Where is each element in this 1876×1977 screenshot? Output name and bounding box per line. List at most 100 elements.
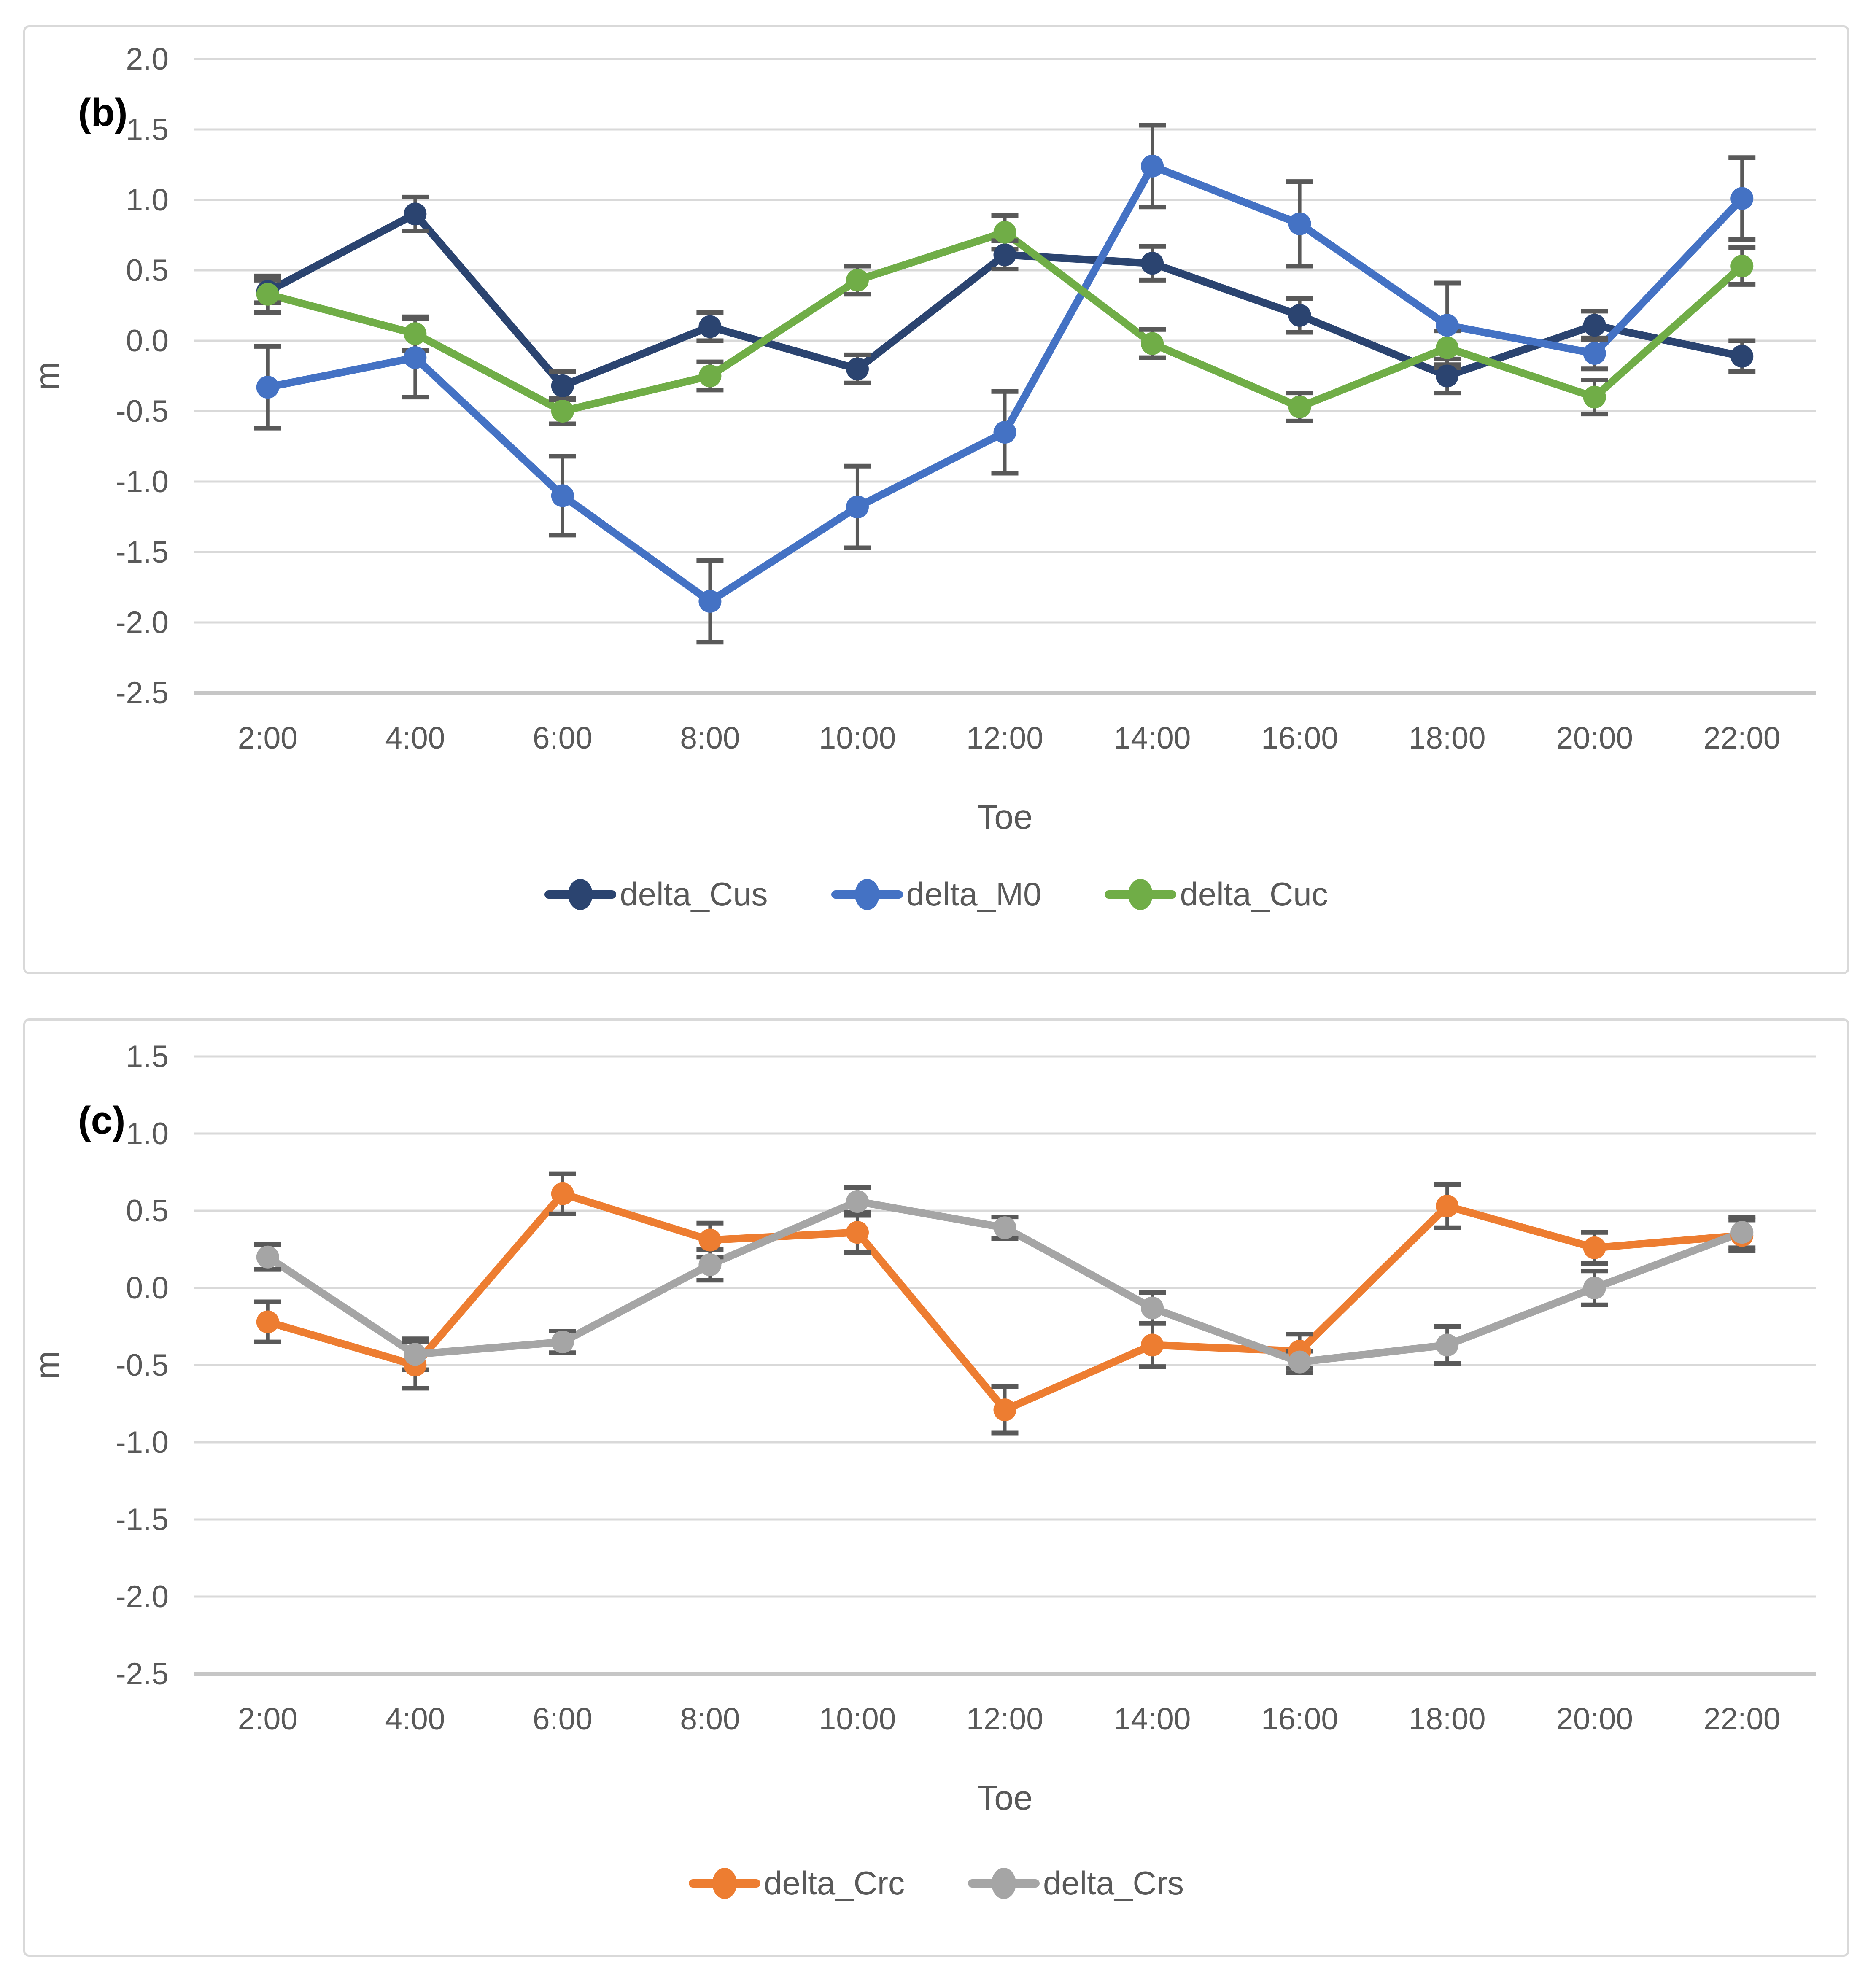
legend-label: delta_Cuc bbox=[1180, 875, 1328, 913]
data-point-delta_Cuc bbox=[1730, 254, 1754, 277]
x-tick-label: 16:00 bbox=[1261, 721, 1338, 755]
legend-marker-icon bbox=[1105, 878, 1177, 910]
data-point-delta_Cuc bbox=[1141, 332, 1164, 355]
data-point-delta_M0 bbox=[404, 346, 427, 369]
y-axis-title: m bbox=[28, 361, 67, 390]
legend-item-delta_Cuc: delta_Cuc bbox=[1105, 875, 1328, 913]
x-tick-label: 10:00 bbox=[819, 1702, 896, 1736]
legend-label: delta_M0 bbox=[906, 875, 1042, 913]
data-point-delta_Cuc bbox=[1583, 385, 1606, 409]
data-point-delta_Crs bbox=[1141, 1296, 1164, 1320]
x-tick-label: 16:00 bbox=[1261, 1702, 1338, 1736]
data-point-delta_Cus bbox=[551, 374, 574, 397]
legend-marker-icon bbox=[544, 878, 617, 910]
data-point-delta_Crs bbox=[551, 1331, 574, 1354]
data-point-delta_Crs bbox=[1583, 1277, 1606, 1299]
data-point-delta_Cuc bbox=[256, 283, 279, 306]
legend-item-delta_Crs: delta_Crs bbox=[968, 1864, 1184, 1902]
x-tick-label: 12:00 bbox=[966, 721, 1043, 755]
data-point-delta_Crc bbox=[1141, 1333, 1164, 1357]
data-point-delta_Crc bbox=[993, 1398, 1016, 1422]
y-tick-label: -2.5 bbox=[116, 676, 169, 710]
data-point-delta_Cus bbox=[993, 243, 1016, 267]
legend-marker-dot-icon bbox=[568, 878, 593, 910]
legend-marker-dot-icon bbox=[992, 1867, 1016, 1899]
chart-b-legend: delta_Cus delta_M0 delta_Cuc bbox=[25, 875, 1847, 913]
data-point-delta_M0 bbox=[1288, 212, 1311, 235]
x-tick-label: 2:00 bbox=[238, 721, 298, 755]
legend-item-delta_Cus: delta_Cus bbox=[544, 875, 768, 913]
y-tick-label: 0.5 bbox=[126, 253, 169, 288]
legend-marker-icon bbox=[689, 1867, 761, 1899]
y-tick-label: -1.5 bbox=[116, 1503, 169, 1537]
data-point-delta_Crs bbox=[993, 1216, 1016, 1239]
y-tick-label: 0.5 bbox=[126, 1194, 169, 1228]
data-point-delta_Crs bbox=[1436, 1333, 1459, 1357]
chart-panel-c: (c) 1.5 1.0 0.5 0.0 -0.5 -1.0 -1.5 -2.0 -2.5 m 2:0… bbox=[23, 1018, 1849, 1957]
data-point-delta_Cuc bbox=[1436, 336, 1459, 359]
legend-marker-dot-icon bbox=[712, 1867, 737, 1899]
data-point-delta_Crc bbox=[1436, 1195, 1459, 1218]
data-point-delta_M0 bbox=[256, 376, 279, 399]
x-tick-label: 8:00 bbox=[680, 1702, 740, 1736]
x-tick-label: 4:00 bbox=[385, 1702, 445, 1736]
x-tick-label: 12:00 bbox=[966, 1702, 1043, 1736]
x-tick-label: 22:00 bbox=[1703, 1702, 1781, 1736]
legend-marker-icon bbox=[831, 878, 903, 910]
data-point-delta_Cus bbox=[846, 357, 869, 380]
y-tick-label: 1.5 bbox=[126, 1040, 169, 1074]
data-point-delta_M0 bbox=[993, 421, 1016, 444]
data-point-delta_M0 bbox=[1141, 154, 1164, 178]
panel-label-b: (b) bbox=[78, 91, 128, 134]
data-point-delta_Crc bbox=[698, 1228, 722, 1252]
chart-c-legend: delta_Crc delta_Crs bbox=[25, 1864, 1847, 1902]
x-tick-label: 14:00 bbox=[1114, 1702, 1191, 1736]
x-tick-label: 10:00 bbox=[819, 721, 896, 755]
data-point-delta_Crs bbox=[1730, 1221, 1754, 1244]
x-tick-label: 22:00 bbox=[1703, 721, 1781, 755]
y-tick-label: -0.5 bbox=[116, 1348, 169, 1382]
chart-b-plot: 2.0 1.5 1.0 0.5 0.0 -0.5 -1.0 -1.5 -2.0 -2.5 m 2:00… bbox=[28, 42, 1816, 836]
x-tick-label: 20:00 bbox=[1556, 1702, 1633, 1736]
data-point-delta_Crs bbox=[404, 1343, 427, 1366]
data-point-delta_M0 bbox=[1436, 314, 1459, 337]
x-tick-label: 6:00 bbox=[533, 721, 593, 755]
data-point-delta_Crc bbox=[256, 1310, 279, 1333]
data-point-delta_Cuc bbox=[1288, 395, 1311, 418]
y-tick-label: 2.0 bbox=[126, 42, 169, 76]
x-tick-label: 4:00 bbox=[385, 721, 445, 755]
y-tick-label: -2.5 bbox=[116, 1657, 169, 1691]
x-tick-label: 6:00 bbox=[533, 1702, 593, 1736]
data-point-delta_Crs bbox=[1288, 1350, 1311, 1374]
data-point-delta_M0 bbox=[1730, 187, 1754, 210]
data-point-delta_Cus bbox=[404, 202, 427, 226]
x-tick-label: 14:00 bbox=[1114, 721, 1191, 755]
y-tick-label: -1.5 bbox=[116, 535, 169, 569]
legend-label: delta_Cus bbox=[620, 875, 768, 913]
data-point-delta_Cuc bbox=[404, 322, 427, 345]
data-point-delta_Cus bbox=[1583, 314, 1606, 337]
y-tick-label: -2.0 bbox=[116, 1580, 169, 1614]
y-tick-label: 0.0 bbox=[126, 1271, 169, 1305]
data-point-delta_Crs bbox=[846, 1190, 869, 1213]
y-tick-label: -1.0 bbox=[116, 465, 169, 499]
data-point-delta_Crc bbox=[846, 1221, 869, 1244]
legend-marker-dot-icon bbox=[854, 878, 879, 910]
x-tick-label: 18:00 bbox=[1409, 1702, 1486, 1736]
data-point-delta_Crs bbox=[698, 1253, 722, 1277]
data-point-delta_Cus bbox=[1730, 345, 1754, 368]
y-tick-label: 1.0 bbox=[126, 1117, 169, 1151]
legend-marker-dot-icon bbox=[1128, 878, 1153, 910]
data-point-delta_M0 bbox=[846, 496, 869, 519]
data-point-delta_Cus bbox=[1141, 252, 1164, 275]
data-point-delta_M0 bbox=[551, 484, 574, 507]
data-point-delta_Crc bbox=[551, 1182, 574, 1205]
y-tick-label: 0.0 bbox=[126, 324, 169, 358]
data-point-delta_M0 bbox=[1583, 342, 1606, 365]
x-tick-label: 2:00 bbox=[238, 1702, 298, 1736]
x-axis-title: Toe bbox=[977, 798, 1032, 836]
data-point-delta_Crs bbox=[256, 1245, 279, 1269]
chart-panel-b: (b) 2.0 1.5 1.0 0.5 0.0 -0.5 -1.0 -1.5 -2.0 -2.5 m… bbox=[23, 25, 1849, 974]
data-point-delta_M0 bbox=[698, 590, 722, 613]
x-tick-label: 8:00 bbox=[680, 721, 740, 755]
